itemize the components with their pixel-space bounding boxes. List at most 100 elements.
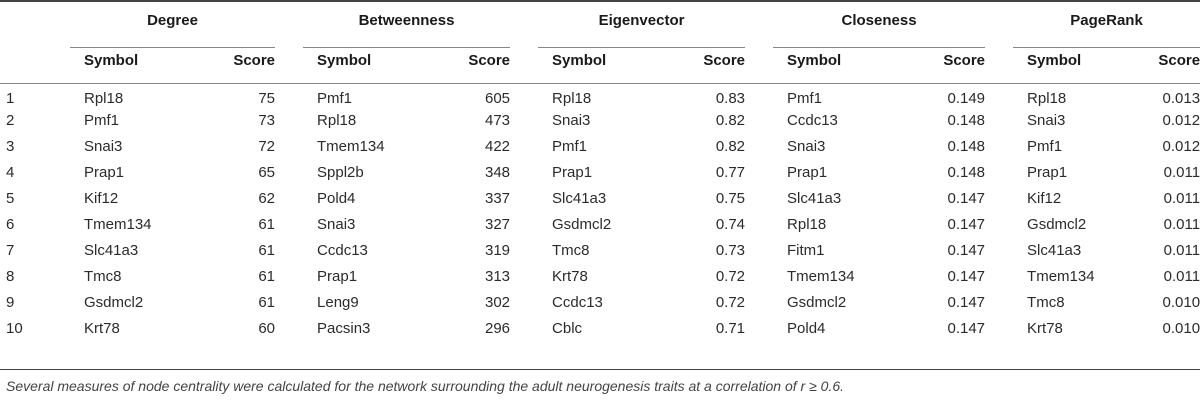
symbol-cell: Snai3: [552, 111, 591, 129]
table-row: 5 Kif12 62 Pold4 337 Slc41a3 0.75 Slc41a3 0.147 K…: [0, 185, 1200, 211]
rank-cell: 8: [6, 267, 15, 285]
score-header: Score: [703, 51, 746, 69]
symbol-header: Symbol: [1027, 51, 1082, 69]
table-row: 3 Snai3 72 Tmem134 422 Pmf1 0.82 Snai3 0.148 Pmf1…: [0, 133, 1200, 159]
score-header: Score: [1158, 51, 1200, 69]
score-cell: 0.012: [1162, 111, 1200, 129]
symbol-cell: Rpl18: [787, 215, 827, 233]
rank-cell: 4: [6, 163, 15, 181]
table-body: 1 Rpl18 75 Pmf1 605 Rpl18 0.83 Pmf1 0.149 Rpl18 0.…: [0, 80, 1200, 341]
score-cell: 0.147: [947, 241, 986, 259]
score-cell: 0.147: [947, 267, 986, 285]
centrality-table: Degree Betweenness Eigenvector Closeness…: [0, 0, 1200, 341]
symbol-cell: Gsdmcl2: [552, 215, 612, 233]
symbol-cell: Rpl18: [317, 111, 357, 129]
table-row: 8 Tmc8 61 Prap1 313 Krt78 0.72 Tmem134 0.147 Tmem…: [0, 263, 1200, 289]
rank-cell: 7: [6, 241, 15, 259]
score-cell: 327: [484, 215, 511, 233]
score-cell: 0.147: [947, 215, 986, 233]
symbol-cell: Prap1: [552, 163, 593, 181]
group-header-betweenness: Betweenness: [358, 11, 455, 29]
score-cell: 0.148: [947, 163, 986, 181]
symbol-cell: Kif12: [1027, 189, 1062, 207]
table-row: 2 Pmf1 73 Rpl18 473 Snai3 0.82 Ccdc13 0.148 Snai3…: [0, 107, 1200, 133]
symbol-cell: Tmc8: [552, 241, 590, 259]
top-rule: [0, 0, 1200, 2]
score-cell: 302: [484, 293, 511, 311]
symbol-cell: Pold4: [317, 189, 356, 207]
score-cell: 0.147: [947, 319, 986, 337]
score-cell: 0.010: [1162, 319, 1200, 337]
rank-cell: 2: [6, 111, 15, 129]
symbol-cell: Slc41a3: [84, 241, 139, 259]
symbol-cell: Pacsin3: [317, 319, 371, 337]
table-row: 4 Prap1 65 Sppl2b 348 Prap1 0.77 Prap1 0.148 Prap…: [0, 159, 1200, 185]
score-cell: 422: [484, 137, 511, 155]
symbol-cell: Rpl18: [1027, 90, 1067, 107]
group-underline-degree: [70, 47, 275, 48]
symbol-cell: Kif12: [84, 189, 119, 207]
symbol-cell: Snai3: [317, 215, 356, 233]
group-header-row: Degree Betweenness Eigenvector Closeness…: [0, 0, 1200, 40]
symbol-cell: Prap1: [1027, 163, 1068, 181]
score-header: Score: [468, 51, 511, 69]
table-row: 9 Gsdmcl2 61 Leng9 302 Ccdc13 0.72 Gsdmcl2 0.147…: [0, 289, 1200, 315]
group-header-closeness: Closeness: [841, 11, 917, 29]
group-header-degree: Degree: [147, 11, 198, 29]
symbol-header: Symbol: [84, 51, 139, 69]
symbol-cell: Fitm1: [787, 241, 825, 259]
table-caption: Several measures of node centrality were…: [6, 378, 845, 394]
symbol-cell: Ccdc13: [552, 293, 603, 311]
symbol-cell: Krt78: [552, 267, 588, 285]
score-cell: 0.149: [947, 90, 986, 107]
score-cell: 313: [484, 267, 511, 285]
score-cell: 0.148: [947, 137, 986, 155]
symbol-cell: Gsdmcl2: [1027, 215, 1087, 233]
rank-cell: 1: [6, 90, 15, 107]
table-row: 1 Rpl18 75 Pmf1 605 Rpl18 0.83 Pmf1 0.149 Rpl18 0.…: [0, 80, 1200, 107]
symbol-cell: Tmc8: [1027, 293, 1065, 311]
score-cell: 60: [258, 319, 276, 337]
symbol-cell: Tmc8: [84, 267, 122, 285]
symbol-cell: Tmem134: [787, 267, 855, 285]
symbol-cell: Krt78: [84, 319, 120, 337]
score-cell: 0.77: [715, 163, 746, 181]
score-cell: 348: [484, 163, 511, 181]
symbol-cell: Ccdc13: [787, 111, 838, 129]
score-cell: 0.011: [1163, 215, 1200, 233]
symbol-cell: Pmf1: [317, 90, 353, 107]
symbol-cell: Pmf1: [552, 137, 588, 155]
symbol-cell: Pmf1: [1027, 137, 1063, 155]
rank-cell: 9: [6, 293, 15, 311]
symbol-cell: Slc41a3: [787, 189, 842, 207]
score-cell: 0.74: [715, 215, 746, 233]
score-cell: 337: [484, 189, 511, 207]
score-cell: 0.013: [1162, 90, 1200, 107]
score-header: Score: [943, 51, 986, 69]
rank-cell: 5: [6, 189, 15, 207]
score-cell: 61: [258, 267, 276, 285]
symbol-cell: Tmem134: [317, 137, 385, 155]
score-cell: 61: [258, 241, 276, 259]
symbol-cell: Snai3: [84, 137, 123, 155]
symbol-cell: Pmf1: [84, 111, 120, 129]
symbol-header: Symbol: [787, 51, 842, 69]
group-underline-betweenness: [303, 47, 510, 48]
symbol-cell: Leng9: [317, 293, 359, 311]
symbol-cell: Prap1: [84, 163, 125, 181]
symbol-cell: Sppl2b: [317, 163, 364, 181]
symbol-cell: Gsdmcl2: [787, 293, 847, 311]
group-underline-closeness: [773, 47, 985, 48]
group-header-pagerank: PageRank: [1070, 11, 1143, 29]
symbol-cell: Pmf1: [787, 90, 823, 107]
score-cell: 0.147: [947, 189, 986, 207]
score-cell: 319: [484, 241, 511, 259]
symbol-header: Symbol: [317, 51, 372, 69]
score-cell: 0.147: [947, 293, 986, 311]
symbol-cell: Krt78: [1027, 319, 1063, 337]
score-cell: 0.83: [715, 90, 746, 107]
symbol-cell: Cblc: [552, 319, 583, 337]
score-cell: 0.011: [1163, 241, 1200, 259]
symbol-cell: Slc41a3: [1027, 241, 1082, 259]
score-cell: 0.011: [1163, 267, 1200, 285]
